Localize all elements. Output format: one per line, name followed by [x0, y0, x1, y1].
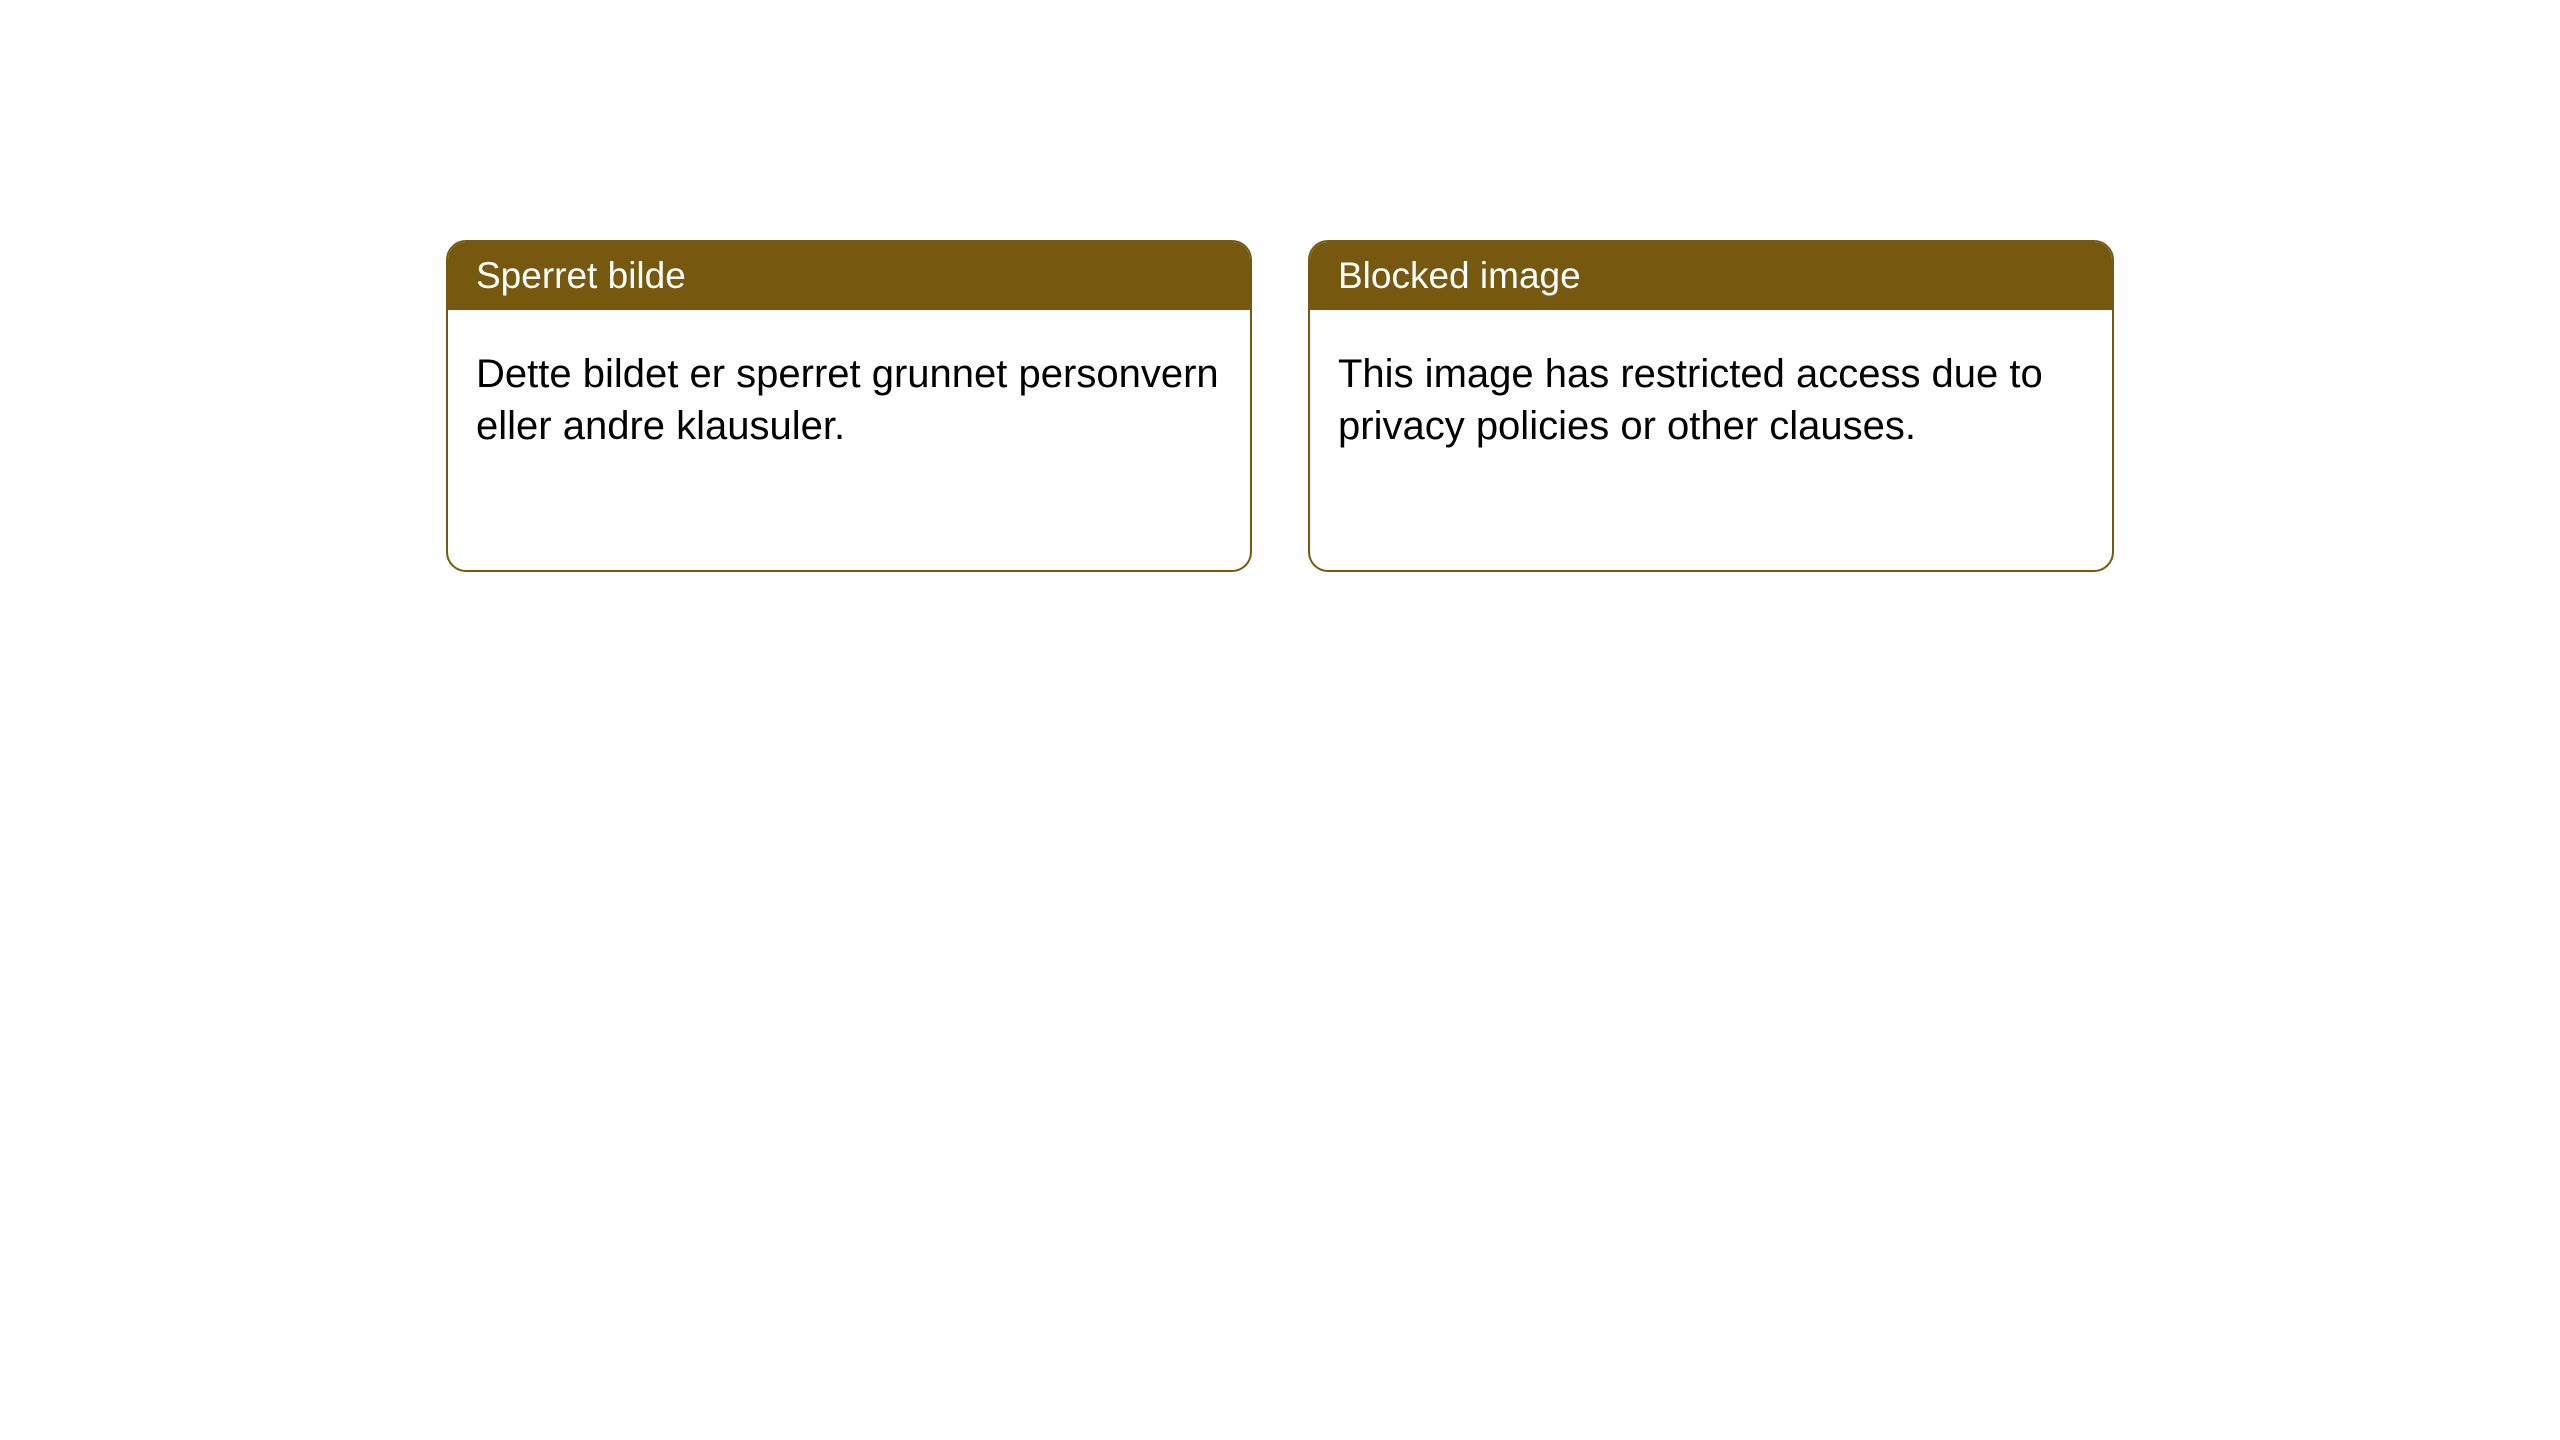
card-body-norwegian: Dette bildet er sperret grunnet personve… [448, 310, 1250, 570]
card-header-norwegian: Sperret bilde [448, 242, 1250, 310]
cards-container: Sperret bilde Dette bildet er sperret gr… [0, 240, 2560, 572]
card-header-english: Blocked image [1310, 242, 2112, 310]
card-body-english: This image has restricted access due to … [1310, 310, 2112, 570]
card-norwegian: Sperret bilde Dette bildet er sperret gr… [446, 240, 1252, 572]
card-english: Blocked image This image has restricted … [1308, 240, 2114, 572]
